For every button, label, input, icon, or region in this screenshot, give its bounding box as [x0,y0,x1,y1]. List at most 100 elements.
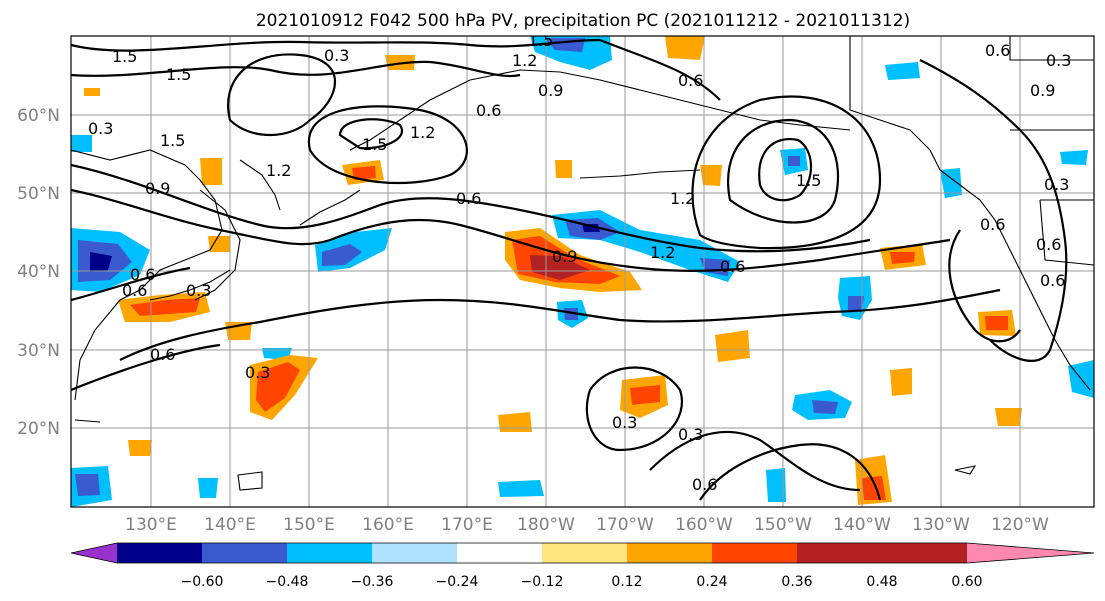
lon-label: 140°W [833,515,891,535]
colorbar-segment [117,543,202,563]
colorbar-tick-label: 0.48 [866,574,897,590]
pv-contours [71,38,1068,501]
colorbar-tick-label: −0.60 [181,574,224,590]
precip-area [128,440,152,456]
contour-label: 0.3 [678,425,703,444]
map-panel: 1.5 1.5 0.3 1.5 1.2 0.9 0.6 0.6 0.3 0.6 … [70,35,1095,508]
precip-area [498,480,544,497]
precip-area [812,400,838,414]
colorbar-segment [882,543,967,563]
colorbar: −0.60 −0.48 −0.36 −0.24 −0.12 0.12 0.24 … [70,542,1095,590]
precip-area [890,368,912,396]
contour-label: 0.3 [324,46,349,65]
colorbar-tick-label: 0.24 [696,574,727,590]
contour-label: 0.3 [88,119,113,138]
contour-label: 1.5 [160,131,185,150]
contour-label: 0.6 [1040,271,1065,290]
contour-label: 0.9 [538,81,563,100]
precip-area [530,255,590,280]
precip-area [788,156,800,166]
contour-label: 0.6 [980,215,1005,234]
precip-area [208,236,230,252]
colorbar-tick-label: −0.12 [521,574,564,590]
precip-area [555,160,572,178]
contour-label: 1.5 [362,135,387,154]
lat-label: 50°N [17,184,60,204]
colorbar-tick-label: −0.48 [266,574,309,590]
coastlines [71,36,1094,491]
lat-label: 20°N [17,419,60,439]
lon-label: 130°W [912,515,970,535]
precip-area [71,135,92,152]
colorbar-segment [457,543,542,563]
colorbar-segment [372,543,457,563]
contour-label: 1.2 [410,123,435,142]
lon-label: 150°W [754,515,812,535]
precip-area [84,88,100,96]
colorbar-segment [712,543,797,563]
contour-label: 0.3 [612,413,637,432]
colorbar-tick-label: 0.60 [951,574,982,590]
lon-label: 140°E [204,515,256,535]
lat-label: 30°N [17,341,60,361]
colorbar-segment [627,543,712,563]
precip-area [256,362,300,412]
colorbar-tick-label: −0.36 [351,574,394,590]
precip-area [985,316,1008,330]
precip-area [352,166,376,180]
contour-label: 0.3 [186,281,211,300]
precip-area [862,476,886,500]
precip-area [322,244,362,266]
contour-label: 0.6 [1036,235,1061,254]
contour-label: 0.3 [245,363,270,382]
contour-label: 0.9 [1030,81,1055,100]
lat-label: 40°N [17,262,60,282]
precip-area [766,468,786,502]
contour-label: 0.3 [1044,175,1069,194]
precip-area [890,252,915,264]
precip-area [665,36,705,60]
contour-label: 0.6 [678,71,703,90]
contour-label: 0.9 [145,179,170,198]
lon-label: 150°E [283,515,335,535]
contour-label: 1.5 [112,47,137,66]
precip-area [995,408,1022,426]
contour-label: 0.6 [720,257,745,276]
colorbar-segment [542,543,627,563]
contour-label: 0.3 [1046,51,1071,70]
longitude-labels: 130°E 140°E 150°E 160°E 170°E 180°W 170°… [125,515,1049,535]
precip-area [1060,150,1088,165]
contour-label: 0.6 [476,101,501,120]
contour-label: 0.6 [692,475,717,494]
precip-area [200,158,222,185]
colorbar-outline [70,542,1095,564]
contour-label: 1.2 [650,243,675,262]
lon-label: 160°W [675,515,733,535]
contour-label: 0.6 [150,345,175,364]
lon-label: 180°W [517,515,575,535]
precip-area [630,385,660,405]
contour-label: 0.6 [985,41,1010,60]
precip-area [715,330,750,362]
colorbar-segment [287,543,372,563]
colorbar-tick-label: 0.36 [781,574,812,590]
colorbar-tick-label: −0.24 [436,574,479,590]
lon-label: 120°W [991,515,1049,535]
latitude-labels: 60°N 50°N 40°N 30°N 20°N [17,106,60,439]
precip-area [940,168,962,198]
contour-label: 1.5 [796,171,821,190]
precip-area [90,252,112,272]
precip-area [130,298,200,316]
colorbar-under-arrow [71,543,117,563]
colorbar-segment [202,543,287,563]
graticule [71,36,1094,507]
contour-label: 1.2 [512,51,537,70]
map-frame [70,35,1095,508]
precip-area [75,474,100,496]
colorbar-tick-label: 0.12 [611,574,642,590]
contour-label-layer: 1.5 1.5 0.3 1.5 1.2 0.9 0.6 0.6 0.3 0.6 … [88,36,1071,494]
precip-area [498,412,532,432]
precip-area [885,62,920,80]
contour-label: 1.2 [670,189,695,208]
